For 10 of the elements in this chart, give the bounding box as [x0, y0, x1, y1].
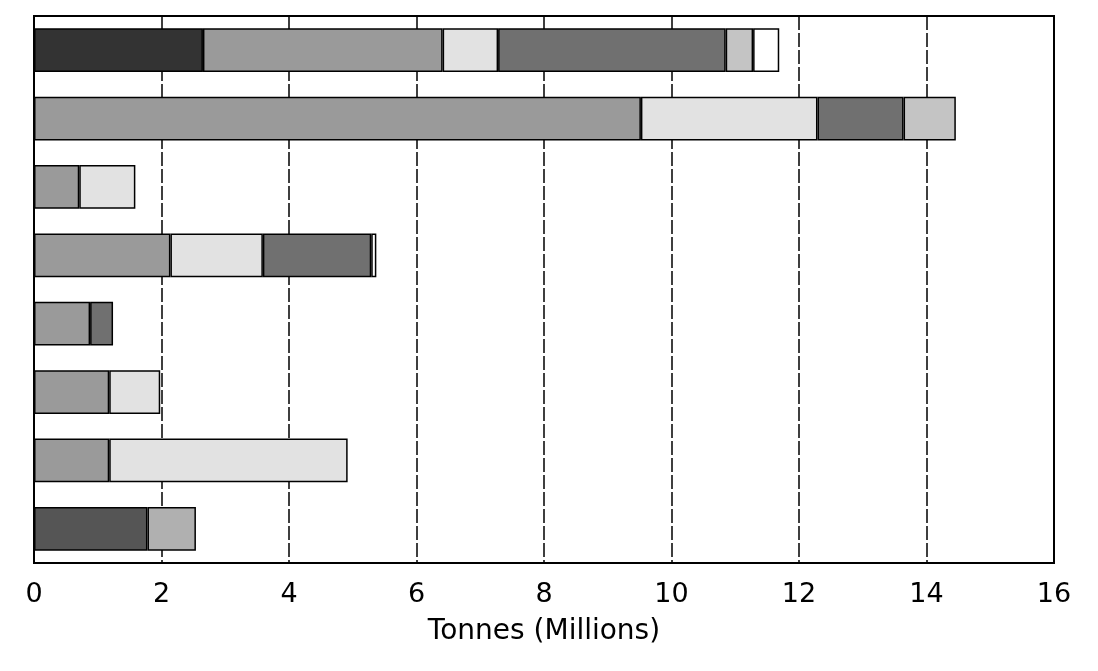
x-tick-label: 16 [1036, 577, 1072, 608]
x-tick-label: 0 [25, 577, 43, 608]
x-tick-label: 4 [280, 577, 298, 608]
x-tick-label: 14 [909, 577, 944, 608]
x-tick-label: 2 [152, 577, 171, 608]
x-tick-label: 8 [535, 577, 553, 608]
x-axis-title: Tonnes (Millions) [426, 612, 661, 646]
x-tick-label: 6 [407, 577, 426, 608]
x-tick-label: 10 [654, 577, 689, 608]
x-tick-label: 12 [781, 577, 817, 608]
